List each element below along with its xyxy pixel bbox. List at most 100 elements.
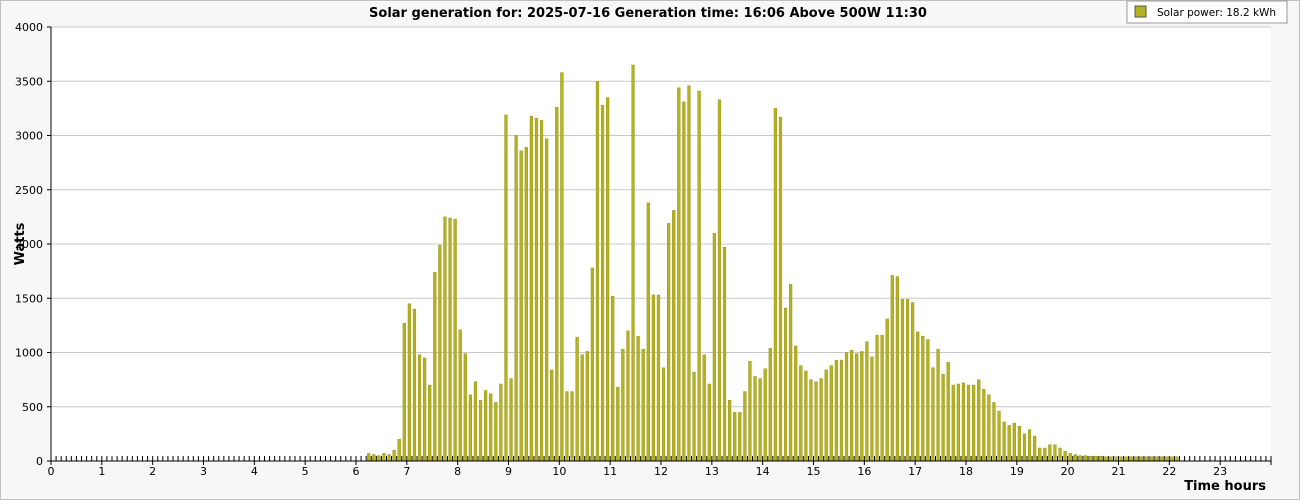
bar [900,299,905,462]
bar [438,244,442,462]
bar [722,247,727,462]
bar [855,353,859,462]
bar [661,367,666,462]
bar [1155,456,1159,462]
x-tick-label: 15 [807,465,821,478]
bar [748,360,752,462]
bar [839,359,844,462]
bar [977,379,981,462]
bar [555,107,559,462]
bar [1129,456,1133,462]
bar [880,334,884,462]
bar [885,318,889,462]
x-tick-label: 19 [1010,465,1024,478]
x-tick-label: 11 [603,465,617,478]
bar [504,114,508,462]
bar [1012,422,1016,462]
bar [682,101,686,462]
bar [702,354,706,462]
x-tick-label: 14 [756,465,770,478]
bar [1058,447,1062,462]
x-tick-label: 17 [908,465,922,478]
bar [895,276,899,462]
bar [956,383,960,462]
bar [677,87,681,462]
bar [921,336,925,462]
bar [575,337,579,462]
legend-box [1126,0,1288,24]
bar [1160,456,1164,462]
y-tick-label: 3000 [15,130,43,143]
bar [473,381,478,462]
bar [377,455,381,462]
x-tick-label: 8 [454,465,461,478]
bar [534,117,539,462]
bar [961,382,966,462]
bar [733,411,737,462]
bar [372,454,376,462]
bar [443,216,447,462]
legend-label: Solar power: 18.2 kWh [1157,7,1276,19]
y-tick-label: 4000 [15,21,43,34]
bar [1099,455,1103,462]
y-tick-label: 2000 [15,238,43,251]
bar [611,295,615,462]
bar [656,294,661,462]
x-tick-label: 9 [505,465,512,478]
bar [402,323,406,462]
bar [946,362,950,462]
bar [789,283,793,462]
bar [850,350,854,462]
bar [1078,455,1082,462]
bar [824,369,828,462]
bar [636,336,640,462]
bar [783,307,788,462]
bar [641,349,645,462]
bar [905,299,910,462]
bar [1027,429,1032,462]
bar [814,381,818,462]
bar [916,331,920,462]
bar [606,97,610,462]
bar [407,303,411,462]
x-tick-label: 10 [552,465,566,478]
x-tick-label: 0 [48,465,55,478]
bar [966,384,971,462]
bar [692,371,696,462]
bar [1170,456,1174,462]
bar [519,150,523,462]
bar [621,349,625,462]
bar [1094,455,1098,462]
x-tick-label: 12 [654,465,668,478]
bar [844,352,849,462]
bar [687,85,691,462]
bar [758,378,762,462]
bar [1139,456,1143,462]
bar [433,272,437,462]
bar [860,351,864,462]
bar [565,391,569,462]
x-tick-label: 4 [251,465,258,478]
bar [494,402,498,462]
x-tick-label: 21 [1112,465,1126,478]
bar [926,339,930,462]
bar [778,116,783,462]
bar [600,104,605,462]
y-tick-label: 1500 [15,292,43,305]
y-tick-label: 1000 [15,347,43,360]
chart-title: Solar generation for: 2025-07-16 Generat… [369,6,927,21]
bar [987,394,991,462]
bar [992,402,996,462]
x-tick-label: 23 [1213,465,1227,478]
x-tick-label: 6 [353,465,360,478]
bar [651,294,655,462]
bar [951,384,955,462]
bar [1124,456,1128,462]
bar [550,369,554,462]
bar [1022,433,1027,462]
bar [672,210,676,462]
bar [590,267,594,462]
bar [458,329,462,462]
bar [773,108,777,462]
